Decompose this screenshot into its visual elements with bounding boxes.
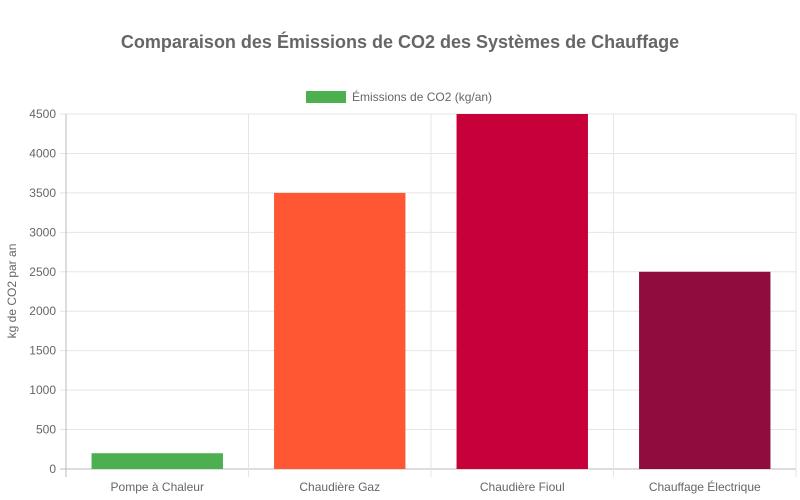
- grid: [60, 113, 797, 477]
- y-tick-label: 1500: [29, 344, 56, 358]
- y-tick-label: 1000: [29, 383, 56, 397]
- y-tick-label: 500: [36, 423, 56, 437]
- y-tick-label: 0: [49, 462, 56, 476]
- x-tick-label: Chaudière Gaz: [299, 480, 380, 494]
- y-tick-label: 2500: [29, 265, 56, 279]
- x-tick-label: Chauffage Électrique: [649, 479, 761, 494]
- legend-swatch: [306, 91, 346, 103]
- bars: [91, 114, 771, 469]
- y-axis-title: kg de CO2 par an: [5, 244, 19, 339]
- bar[interactable]: [274, 192, 406, 469]
- chart-title: Comparaison des Émissions de CO2 des Sys…: [121, 31, 679, 52]
- y-tick-label: 3000: [29, 225, 56, 239]
- x-tick-label: Pompe à Chaleur: [111, 480, 204, 494]
- y-tick-label: 2000: [29, 304, 56, 318]
- bar[interactable]: [456, 114, 588, 469]
- y-tick-label: 4000: [29, 146, 56, 160]
- y-tick-label: 3500: [29, 186, 56, 200]
- legend[interactable]: Émissions de CO2 (kg/an): [306, 89, 492, 104]
- x-tick-label: Chaudière Fioul: [480, 480, 565, 494]
- y-tick-label: 4500: [29, 107, 56, 121]
- bar[interactable]: [639, 271, 771, 469]
- bar[interactable]: [91, 453, 223, 469]
- axes: 0 500 1000 1500 2000 2500 3000 3500 4000 4500 Pomp…: [29, 107, 761, 494]
- legend-label: Émissions de CO2 (kg/an): [352, 89, 492, 104]
